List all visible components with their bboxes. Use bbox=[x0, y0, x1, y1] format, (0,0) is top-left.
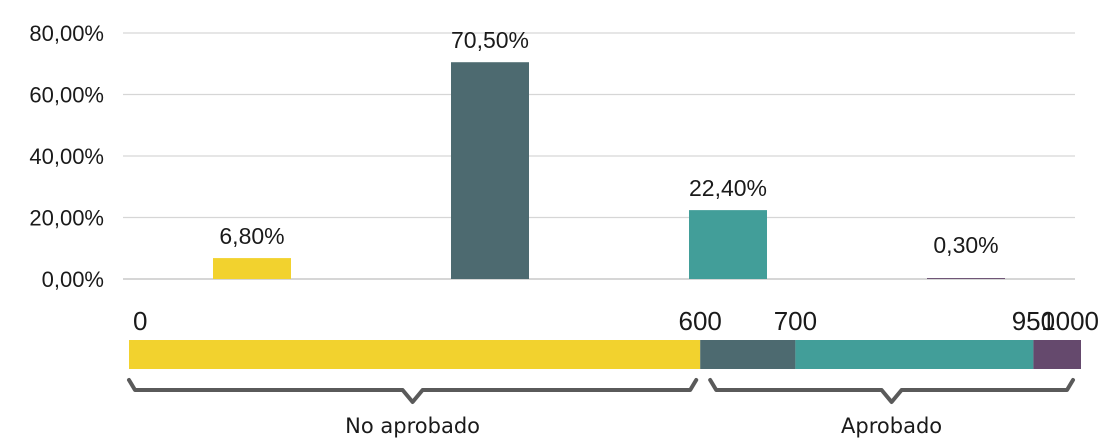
bar-3 bbox=[689, 210, 767, 279]
bar-2 bbox=[451, 62, 529, 280]
y-tick-label: 20,00% bbox=[29, 206, 104, 231]
group-brace bbox=[127, 378, 699, 404]
group-label: Aprobado bbox=[841, 414, 942, 438]
group-label: No aprobado bbox=[345, 414, 480, 438]
scale-tick-label: 700 bbox=[774, 306, 817, 336]
y-tick-label: 60,00% bbox=[29, 83, 104, 108]
bar-4 bbox=[927, 278, 1005, 279]
scale-tick-label: 1000 bbox=[1041, 306, 1099, 336]
scale-segment bbox=[795, 340, 1034, 369]
y-tick-label: 0,00% bbox=[42, 267, 104, 292]
data-label: 70,50% bbox=[451, 27, 529, 53]
bar-1 bbox=[213, 258, 291, 279]
scale-tick-label: 600 bbox=[679, 306, 722, 336]
data-label: 6,80% bbox=[219, 223, 284, 249]
scale-segment bbox=[700, 340, 796, 369]
data-label: 0,30% bbox=[933, 232, 998, 258]
y-tick-label: 40,00% bbox=[29, 144, 104, 169]
data-label: 22,40% bbox=[689, 175, 767, 201]
scale-segment bbox=[129, 340, 701, 369]
y-tick-label: 80,00% bbox=[29, 21, 104, 46]
group-brace bbox=[708, 378, 1075, 404]
scale-tick-label: 950 bbox=[1012, 306, 1055, 336]
scale-segment bbox=[1033, 340, 1081, 369]
scale-tick-label: 0 bbox=[133, 306, 147, 336]
